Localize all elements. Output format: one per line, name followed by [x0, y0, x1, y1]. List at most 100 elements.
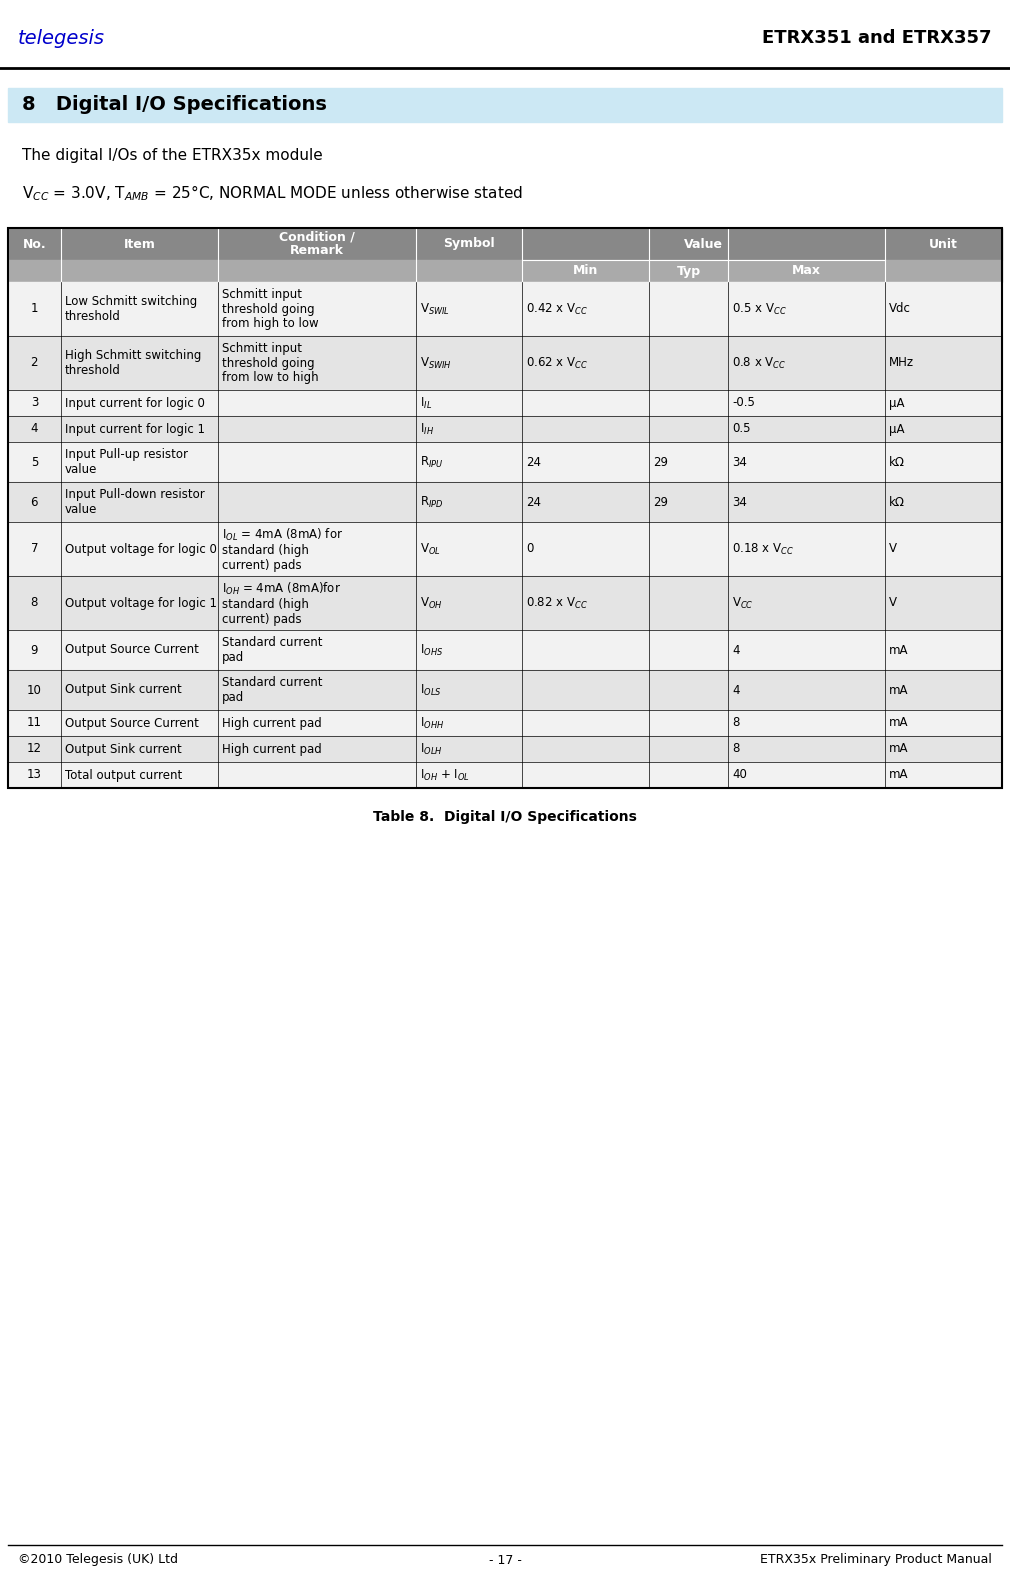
Text: 6: 6: [30, 496, 38, 508]
Text: kΩ: kΩ: [890, 455, 905, 469]
Text: 29: 29: [653, 455, 668, 469]
Bar: [8, 261, 1002, 283]
Bar: [8, 669, 1002, 711]
Text: Input Pull-down resistor
value: Input Pull-down resistor value: [65, 488, 204, 516]
Text: 12: 12: [27, 742, 41, 755]
Text: 8: 8: [732, 742, 739, 755]
Text: High current pad: High current pad: [222, 742, 322, 755]
Text: V$_{OL}$: V$_{OL}$: [420, 542, 440, 556]
Text: 4: 4: [30, 423, 38, 436]
Bar: [8, 442, 1002, 482]
Text: ETRX351 and ETRX357: ETRX351 and ETRX357: [763, 28, 992, 47]
Text: 0.5: 0.5: [732, 423, 750, 436]
Text: kΩ: kΩ: [890, 496, 905, 508]
Bar: [8, 763, 1002, 788]
Text: 7: 7: [30, 543, 38, 556]
Text: 11: 11: [27, 717, 41, 729]
Text: R$_{IPD}$: R$_{IPD}$: [420, 494, 443, 510]
Text: Input current for logic 0: Input current for logic 0: [65, 396, 205, 409]
Text: 8: 8: [30, 597, 38, 609]
Bar: [8, 736, 1002, 763]
Text: 24: 24: [526, 496, 541, 508]
Text: 10: 10: [27, 684, 41, 696]
Text: Output Source Current: Output Source Current: [65, 644, 199, 657]
Text: 8: 8: [732, 717, 739, 729]
Text: Schmitt input
threshold going
from low to high: Schmitt input threshold going from low t…: [222, 343, 318, 384]
Text: Unit: Unit: [929, 237, 958, 251]
Bar: [8, 630, 1002, 669]
Text: V: V: [890, 597, 897, 609]
Text: V$_{SWIH}$: V$_{SWIH}$: [420, 355, 451, 371]
Text: 8   Digital I/O Specifications: 8 Digital I/O Specifications: [22, 95, 327, 115]
Bar: [8, 523, 1002, 576]
Text: Output voltage for logic 0: Output voltage for logic 0: [65, 543, 216, 556]
Text: The digital I/Os of the ETRX35x module: The digital I/Os of the ETRX35x module: [22, 148, 323, 163]
Text: Max: Max: [792, 265, 821, 278]
Text: Table 8.  Digital I/O Specifications: Table 8. Digital I/O Specifications: [373, 810, 637, 824]
Text: Min: Min: [573, 265, 598, 278]
Text: Output voltage for logic 1: Output voltage for logic 1: [65, 597, 217, 609]
Text: 4: 4: [732, 684, 739, 696]
Text: 5: 5: [30, 455, 38, 469]
Text: 0.18 x V$_{CC}$: 0.18 x V$_{CC}$: [732, 542, 795, 556]
Text: V$_{CC}$: V$_{CC}$: [732, 595, 753, 611]
Text: I$_{OLS}$: I$_{OLS}$: [420, 682, 441, 698]
Bar: [8, 336, 1002, 390]
Text: 2: 2: [30, 357, 38, 369]
Bar: [8, 711, 1002, 736]
Text: Low Schmitt switching
threshold: Low Schmitt switching threshold: [65, 295, 197, 322]
Text: 1: 1: [30, 303, 38, 316]
Text: 9: 9: [30, 644, 38, 657]
Text: 13: 13: [27, 769, 41, 782]
Text: Output Sink current: Output Sink current: [65, 684, 182, 696]
Text: 3: 3: [30, 396, 38, 409]
Text: V$_{SWIL}$: V$_{SWIL}$: [420, 302, 449, 316]
Text: Output Source Current: Output Source Current: [65, 717, 199, 729]
Text: ETRX35x Preliminary Product Manual: ETRX35x Preliminary Product Manual: [761, 1554, 992, 1566]
Text: - 17 -: - 17 -: [489, 1554, 521, 1566]
Text: Input current for logic 1: Input current for logic 1: [65, 423, 205, 436]
Text: I$_{IL}$: I$_{IL}$: [420, 395, 432, 411]
Text: 24: 24: [526, 455, 541, 469]
Text: 0.82 x V$_{CC}$: 0.82 x V$_{CC}$: [526, 595, 588, 611]
Text: mA: mA: [890, 644, 909, 657]
Text: Total output current: Total output current: [65, 769, 182, 782]
Text: 0.42 x V$_{CC}$: 0.42 x V$_{CC}$: [526, 302, 589, 316]
Text: 29: 29: [653, 496, 668, 508]
Text: I$_{IH}$: I$_{IH}$: [420, 422, 433, 436]
Text: 0.62 x V$_{CC}$: 0.62 x V$_{CC}$: [526, 355, 589, 371]
Text: Condition /
Remark: Condition / Remark: [279, 231, 355, 257]
Text: mA: mA: [890, 742, 909, 755]
Text: Standard current
pad: Standard current pad: [222, 636, 322, 663]
Text: mA: mA: [890, 769, 909, 782]
Bar: [8, 88, 1002, 122]
Text: V: V: [890, 543, 897, 556]
Text: Standard current
pad: Standard current pad: [222, 676, 322, 704]
Text: ©2010 Telegesis (UK) Ltd: ©2010 Telegesis (UK) Ltd: [18, 1554, 178, 1566]
Text: I$_{OHH}$: I$_{OHH}$: [420, 715, 444, 731]
Text: 34: 34: [732, 455, 747, 469]
Text: μA: μA: [890, 396, 905, 409]
Text: 0.5 x V$_{CC}$: 0.5 x V$_{CC}$: [732, 302, 787, 316]
Text: 40: 40: [732, 769, 747, 782]
Text: telegesis: telegesis: [18, 28, 105, 47]
Text: I$_{OH}$ = 4mA (8mA)for
standard (high
current) pads: I$_{OH}$ = 4mA (8mA)for standard (high c…: [222, 581, 341, 625]
Text: R$_{IPU}$: R$_{IPU}$: [420, 455, 443, 469]
Text: High current pad: High current pad: [222, 717, 322, 729]
Text: I$_{OL}$ = 4mA (8mA) for
standard (high
current) pads: I$_{OL}$ = 4mA (8mA) for standard (high …: [222, 526, 343, 572]
Text: mA: mA: [890, 717, 909, 729]
Text: 0: 0: [526, 543, 533, 556]
Text: I$_{OHS}$: I$_{OHS}$: [420, 643, 443, 657]
Text: Symbol: Symbol: [443, 237, 495, 251]
Text: Schmitt input
threshold going
from high to low: Schmitt input threshold going from high …: [222, 287, 318, 330]
Text: Input Pull-up resistor
value: Input Pull-up resistor value: [65, 448, 188, 475]
Text: -0.5: -0.5: [732, 396, 755, 409]
Text: μA: μA: [890, 423, 905, 436]
Text: V$_{OH}$: V$_{OH}$: [420, 595, 442, 611]
Text: 34: 34: [732, 496, 747, 508]
Text: MHz: MHz: [890, 357, 914, 369]
Text: 0.8 x V$_{CC}$: 0.8 x V$_{CC}$: [732, 355, 787, 371]
Bar: [8, 283, 1002, 336]
Text: 4: 4: [732, 644, 739, 657]
Bar: [8, 482, 1002, 523]
